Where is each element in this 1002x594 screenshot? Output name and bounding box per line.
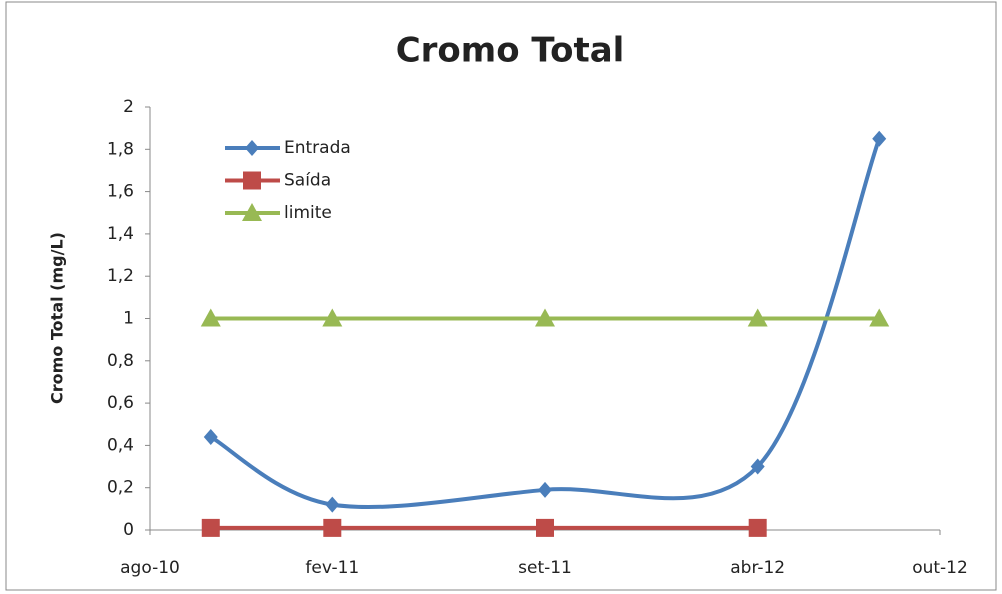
y-tick-label: 1,4 <box>107 224 134 244</box>
legend-label: Saída <box>284 171 331 191</box>
y-tick-label: 0 <box>123 520 134 540</box>
y-tick-label: 1,8 <box>107 139 134 159</box>
y-tick-label: 1,2 <box>107 266 134 286</box>
x-tick-label: abr-12 <box>730 558 785 578</box>
y-tick-label: 0,4 <box>107 435 134 455</box>
marker <box>203 428 218 445</box>
marker <box>535 308 555 327</box>
marker <box>200 308 221 327</box>
marker <box>538 481 552 498</box>
y-tick-label: 1 <box>123 309 134 329</box>
marker <box>323 518 342 537</box>
legend-marker <box>245 140 259 156</box>
y-tick-label: 2 <box>123 97 134 117</box>
marker <box>750 458 765 475</box>
x-tick-label: fev-11 <box>305 558 359 578</box>
x-tick-label: ago-10 <box>120 558 180 578</box>
x-tick-label: out-12 <box>912 558 968 578</box>
legend-marker <box>242 203 262 221</box>
legend-marker <box>243 171 261 190</box>
marker <box>872 130 887 147</box>
y-tick-label: 0,8 <box>107 351 134 371</box>
marker <box>322 308 343 327</box>
y-axis-title: Cromo Total (mg/L) <box>48 232 67 404</box>
marker <box>201 518 220 537</box>
legend-label: Entrada <box>284 138 351 158</box>
y-tick-label: 1,6 <box>107 182 134 202</box>
marker <box>325 496 340 513</box>
series-line <box>209 138 882 510</box>
x-tick-label: set-11 <box>518 558 572 578</box>
y-tick-label: 0,6 <box>107 393 134 413</box>
chart-title: Cromo Total <box>396 31 625 71</box>
marker <box>747 308 768 327</box>
chart-frame <box>5 1 997 591</box>
y-tick-label: 0,2 <box>107 478 134 498</box>
marker <box>869 308 890 327</box>
marker <box>748 518 767 537</box>
marker <box>536 518 554 537</box>
legend-label: limite <box>284 203 332 223</box>
